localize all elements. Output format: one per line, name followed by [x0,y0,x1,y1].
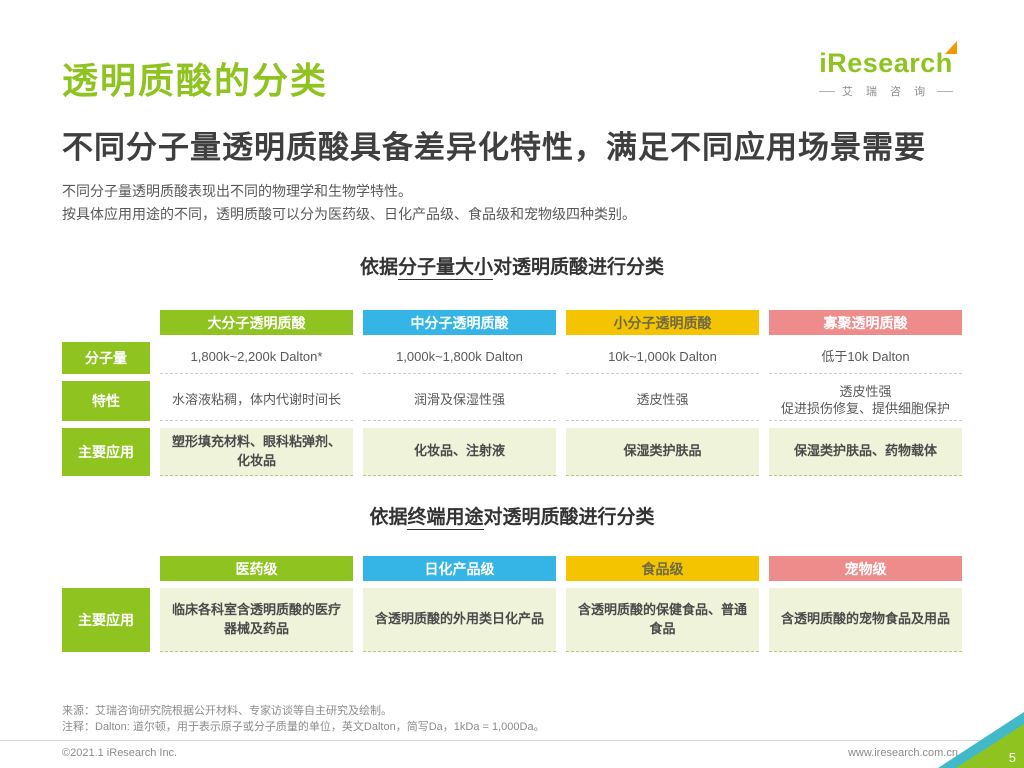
molecular-weight-cell: 低于10k Dalton [769,342,962,374]
corner-decoration-green [956,724,1024,768]
page-title: 透明质酸的分类 [62,60,329,101]
logo-rule-left [818,90,835,92]
table-by-end-use: 医药级 日化产品级 食品级 宠物级 主要应用 临床各科室含透明质酸的医疗器械及药… [62,556,962,652]
feature-cell: 水溶液粘稠，体内代谢时间长 [160,381,353,421]
column-header-label: 寡聚透明质酸 [823,314,908,331]
section2-title-prefix: 依据 [369,507,408,528]
intro-paragraph: 不同分子量透明质酸表现出不同的物理学和生物学特性。 按具体应用用途的不同，透明质… [62,180,636,226]
molecular-weight-cell: 1,000k~1,800k Dalton [363,342,556,374]
application-cell: 临床各科室含透明质酸的医疗器械及药品 [160,588,353,652]
row-label-feature: 特性 [62,381,150,421]
website-url: www.iresearch.com.cn [847,747,958,759]
copyright-text: ©2021.1 iResearch Inc. [62,747,178,759]
application-cell: 塑形填充材料、眼科粘弹剂、化妆品 [160,428,353,476]
iresearch-logo: iResearch 艾 瑞 咨 询 [806,41,966,99]
logo-flag-icon [944,41,957,54]
application-cell: 保湿类护肤品 [566,428,759,476]
column-header-oligo: 寡聚透明质酸 [769,310,962,335]
feature-cell: 润滑及保湿性强 [363,381,556,421]
section2-title-suffix: 对透明质酸进行分类 [483,507,655,528]
molecular-weight-cell: 1,800k~2,200k Dalton* [160,342,353,374]
section1-title-prefix: 依据 [359,257,398,278]
column-header-label: 小分子透明质酸 [613,314,712,331]
application-cell: 化妆品、注射液 [363,428,556,476]
column-header-small-molecule: 小分子透明质酸 [566,310,759,335]
logo-rule-right [937,90,954,92]
intro-line-1: 不同分子量透明质酸表现出不同的物理学和生物学特性。 [62,183,412,199]
row-label-molecular-weight: 分子量 [62,342,150,374]
table2-corner-empty [62,556,150,581]
column-header-label: 宠物级 [844,560,887,577]
table1-corner-empty [62,310,150,335]
note-line: 注释：Dalton: 道尔顿，用于表示原子或分子质量的单位，英文Dalton，简… [62,721,545,733]
page-subtitle: 不同分子量透明质酸具备差异化特性，满足不同应用场景需要 [62,130,926,165]
application-cell: 含透明质酸的外用类日化产品 [363,588,556,652]
page-number: 5 [1008,750,1016,765]
column-header-large-molecule: 大分子透明质酸 [160,310,353,335]
section1-title-suffix: 对透明质酸进行分类 [493,257,665,278]
column-header-label: 医药级 [235,560,278,577]
column-header-label: 中分子透明质酸 [410,314,509,331]
column-header-food-grade: 食品级 [566,556,759,581]
column-header-cosmetic-grade: 日化产品级 [363,556,556,581]
table-by-molecular-weight: 大分子透明质酸 中分子透明质酸 小分子透明质酸 寡聚透明质酸 分子量 1,800… [62,310,962,476]
column-header-medical-grade: 医药级 [160,556,353,581]
column-header-label: 日化产品级 [424,560,495,577]
column-header-medium-molecule: 中分子透明质酸 [363,310,556,335]
column-header-label: 大分子透明质酸 [207,314,306,331]
application-cell: 含透明质酸的保健食品、普通食品 [566,588,759,652]
source-note-block: 来源：艾瑞咨询研究院根据公开材料、专家访谈等自主研究及绘制。 注释：Dalton… [62,703,545,735]
section1-title: 依据分子量大小对透明质酸进行分类 [0,252,1024,280]
section1-title-underlined: 分子量大小 [397,257,493,280]
column-header-pet-grade: 宠物级 [769,556,962,581]
logo-brand-text: iResearch [819,48,953,78]
application-cell: 保湿类护肤品、药物载体 [769,428,962,476]
section2-title-underlined: 终端用途 [407,507,484,530]
footer-divider [0,740,1024,741]
column-header-label: 食品级 [641,560,684,577]
molecular-weight-cell: 10k~1,000k Dalton [566,342,759,374]
logo-brand-row: iResearch [819,41,957,79]
feature-cell: 透皮性强 促进损伤修复、提供细胞保护 [769,381,962,421]
section2-title: 依据终端用途对透明质酸进行分类 [0,502,1024,530]
application-cell: 含透明质酸的宠物食品及用品 [769,588,962,652]
logo-brand-cn: 艾 瑞 咨 询 [841,86,931,98]
row-label-application: 主要应用 [62,588,150,652]
feature-cell: 透皮性强 [566,381,759,421]
intro-line-2: 按具体应用用途的不同，透明质酸可以分为医药级、日化产品级、食品级和宠物级四种类别… [62,206,636,222]
logo-subtitle: 艾 瑞 咨 询 [818,83,954,99]
source-line: 来源：艾瑞咨询研究院根据公开材料、专家访谈等自主研究及绘制。 [62,705,392,717]
row-label-application: 主要应用 [62,428,150,476]
